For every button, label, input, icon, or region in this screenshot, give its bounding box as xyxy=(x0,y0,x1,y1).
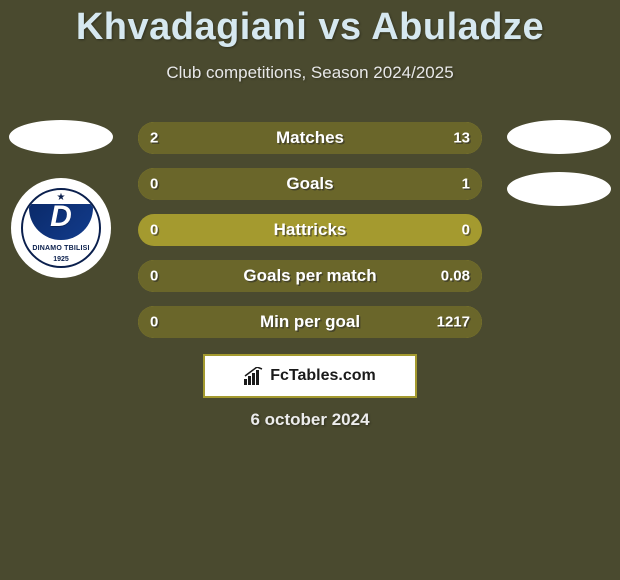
stat-value-right: 0 xyxy=(462,222,470,239)
stat-value-right: 1 xyxy=(462,176,470,193)
stat-value-left: 0 xyxy=(150,176,158,193)
stat-value-left: 0 xyxy=(150,314,158,331)
stat-bar-row: 0 Min per goal 1217 xyxy=(138,306,482,338)
page-subtitle: Club competitions, Season 2024/2025 xyxy=(0,63,620,83)
right-secondary-ellipse xyxy=(507,172,611,206)
credit-box[interactable]: FcTables.com xyxy=(203,354,417,398)
right-player-col xyxy=(504,120,614,206)
stat-value-left: 0 xyxy=(150,222,158,239)
date-line: 6 october 2024 xyxy=(0,410,620,430)
stat-bar-row: 0 Goals per match 0.08 xyxy=(138,260,482,292)
stat-value-right: 0.08 xyxy=(441,268,470,285)
right-flag-ellipse xyxy=(507,120,611,154)
stat-value-right: 1217 xyxy=(437,314,470,331)
badge-letter: D xyxy=(50,200,72,234)
stat-label: Hattricks xyxy=(274,220,347,240)
left-flag-ellipse xyxy=(9,120,113,154)
stat-bar-row: 0 Goals 1 xyxy=(138,168,482,200)
stat-bar-row: 2 Matches 13 xyxy=(138,122,482,154)
stat-label: Min per goal xyxy=(260,312,360,332)
stat-label: Matches xyxy=(276,128,344,148)
badge-club-name: DINAMO TBILISI xyxy=(23,245,99,252)
stat-value-left: 2 xyxy=(150,130,158,147)
stats-bars: 2 Matches 13 0 Goals 1 0 Hattricks 0 0 Goals per m… xyxy=(138,122,482,338)
stat-value-left: 0 xyxy=(150,268,158,285)
page-root: Khvadagiani vs Abuladze Club competition… xyxy=(0,0,620,580)
page-title: Khvadagiani vs Abuladze xyxy=(0,0,620,49)
chart-icon xyxy=(244,367,264,385)
credit-text: FcTables.com xyxy=(270,367,376,385)
stat-bar-row: 0 Hattricks 0 xyxy=(138,214,482,246)
stat-value-right: 13 xyxy=(453,130,470,147)
left-player-col: ★ D DINAMO TBILISI 1925 xyxy=(6,120,116,278)
stat-label: Goals per match xyxy=(243,266,376,286)
bar-fill-left xyxy=(138,122,184,154)
left-club-badge: ★ D DINAMO TBILISI 1925 xyxy=(11,178,111,278)
stat-label: Goals xyxy=(286,174,333,194)
badge-year: 1925 xyxy=(23,256,99,263)
